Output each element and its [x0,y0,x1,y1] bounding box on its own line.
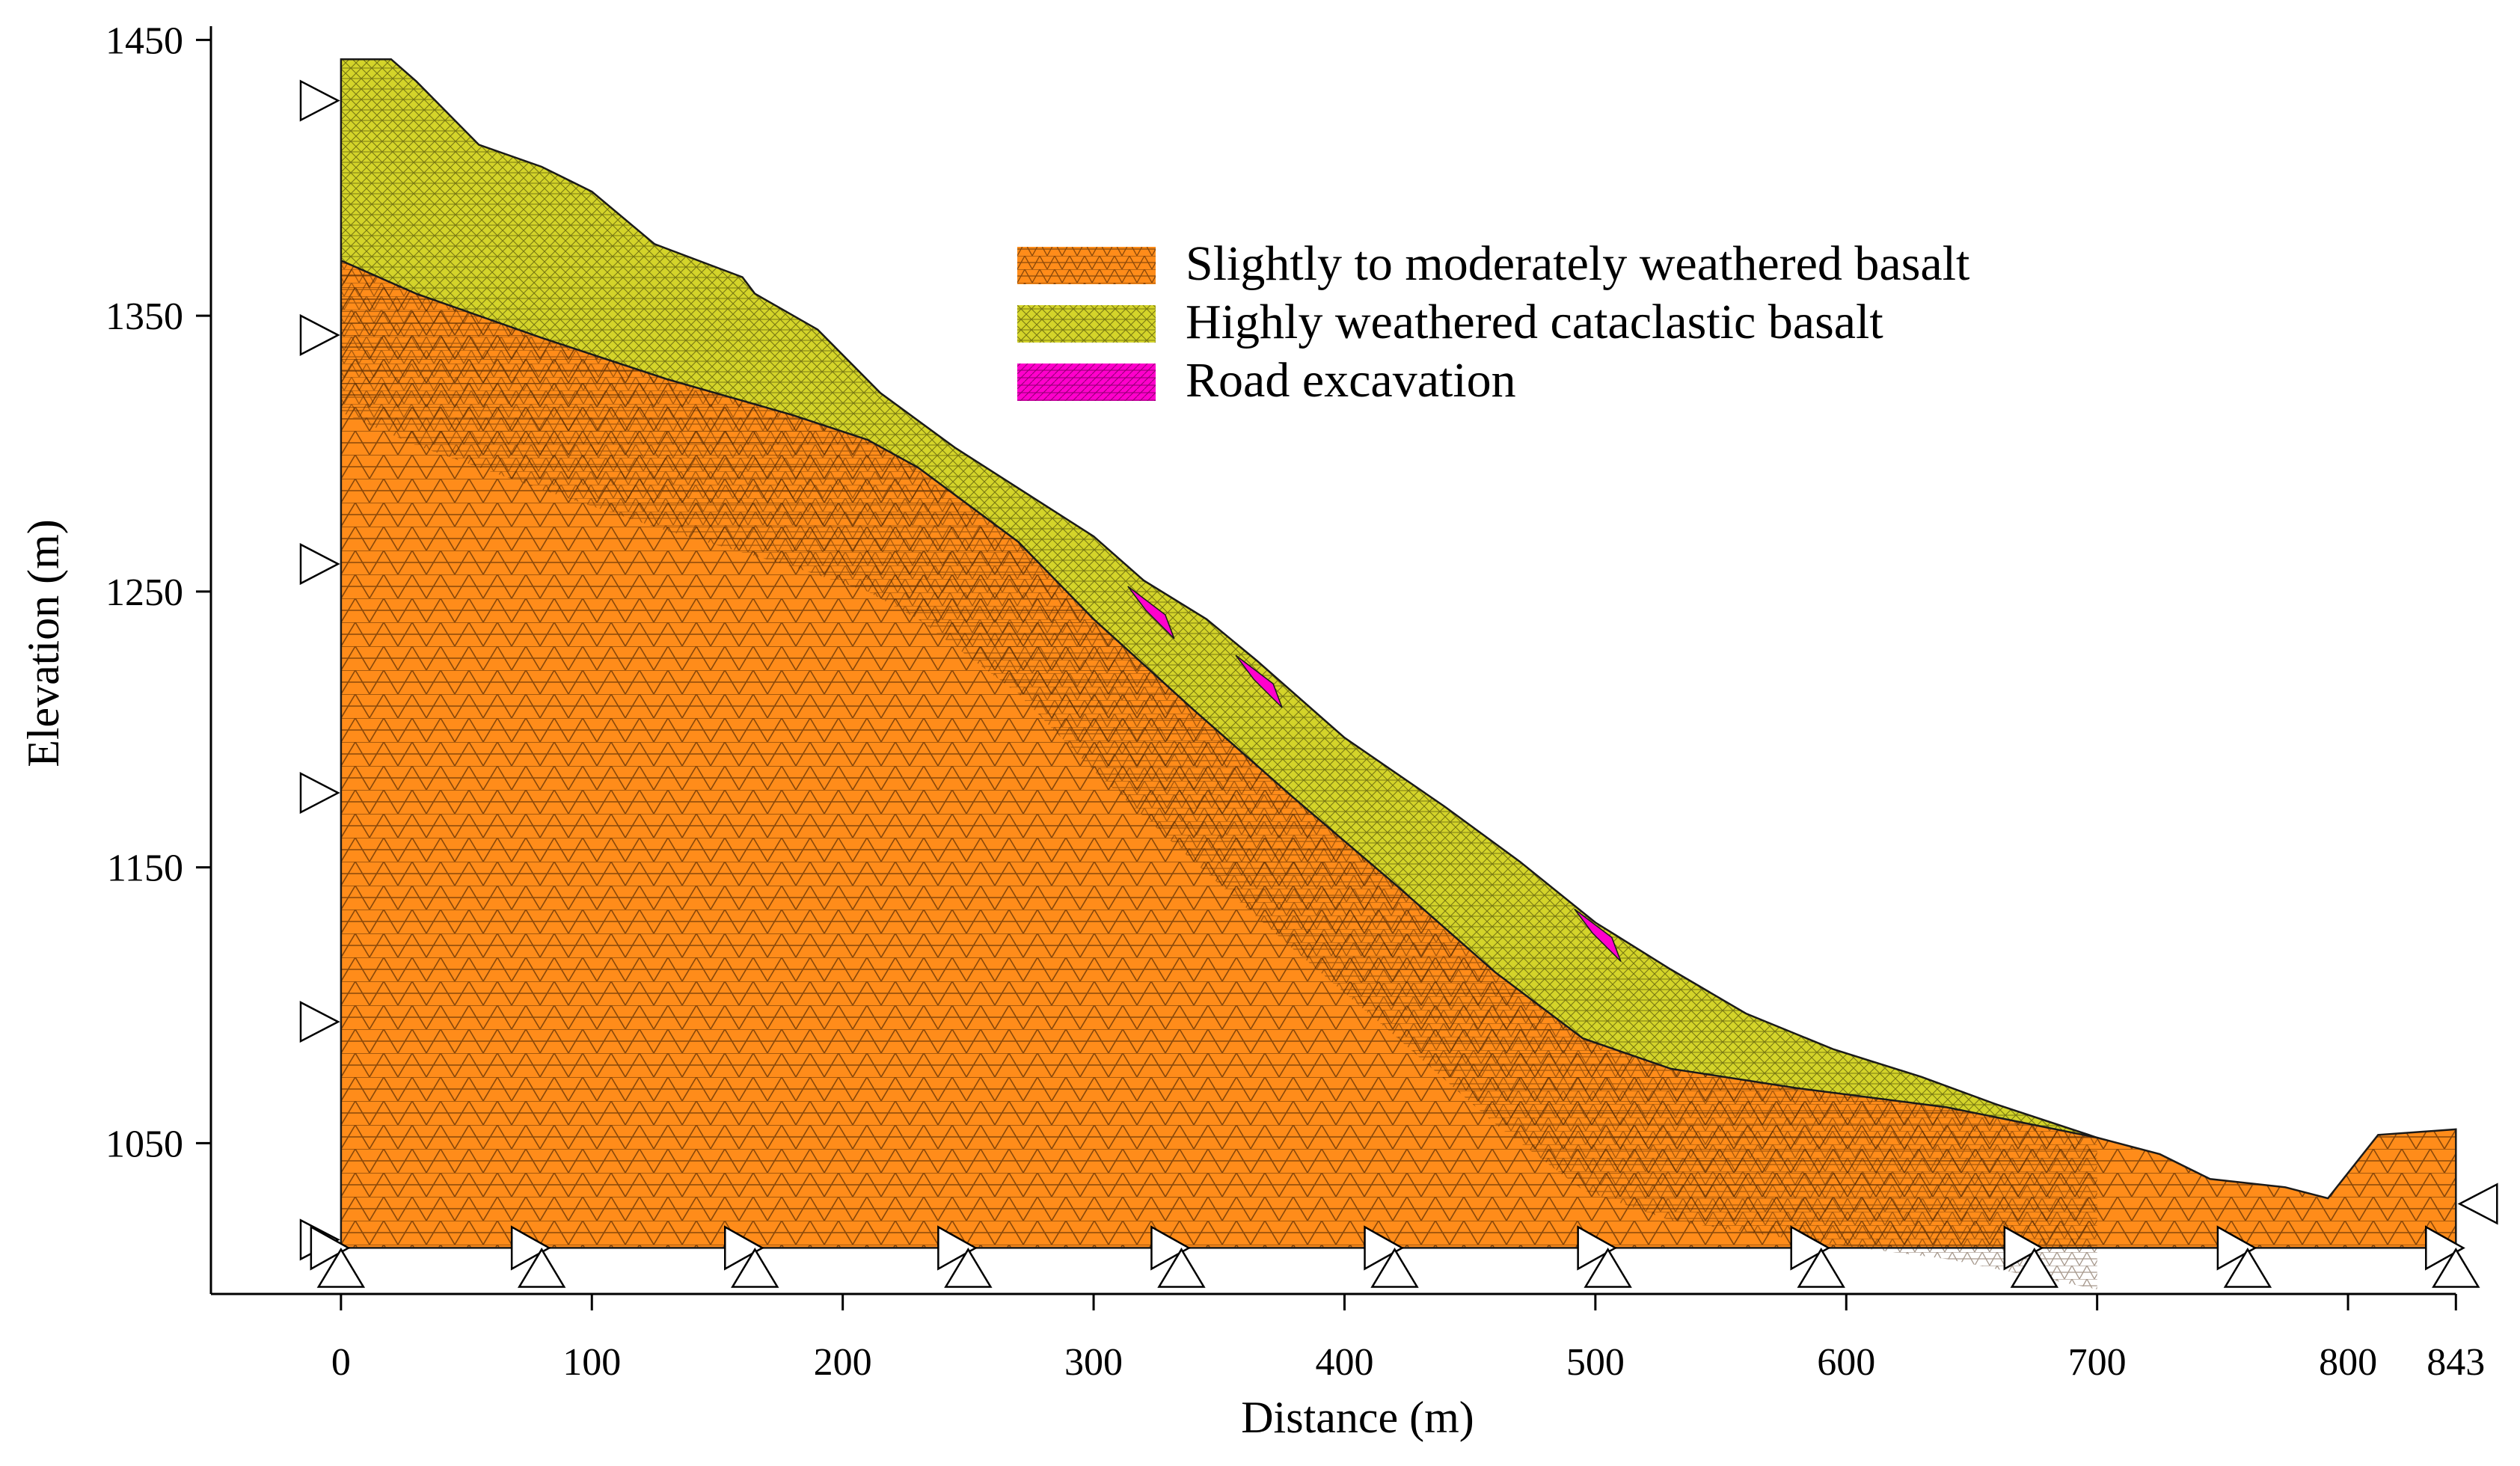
x-tick-label: 500 [1566,1341,1625,1384]
road-excavation-3 [1574,908,1622,962]
y-tick-label: 1450 [105,19,183,62]
road-excavation-2 [1235,654,1283,708]
legend-label: Road excavation [1186,353,1516,408]
orange-mesh-swatch-mesh [1017,247,1156,284]
bottom-support-roller-icon [310,1225,351,1271]
bottom-support-roller-icon [1364,1225,1405,1271]
bottom-support-pin-icon [2010,1248,2059,1288]
x-tick-label: 600 [1817,1341,1875,1384]
bottom-support-roller-icon [937,1225,978,1271]
bottom-support-pin-icon [1584,1248,1632,1288]
x-axis-title: Distance (m) [1241,1393,1474,1442]
bottom-support-pin-icon [1797,1248,1845,1288]
bottom-support-pin-icon [1157,1248,1206,1288]
y-tick-label: 1350 [105,295,183,338]
bottom-support-pin-icon [731,1248,779,1288]
y-tick-label: 1250 [105,571,183,614]
legend: Slightly to moderately weathered basaltH… [1017,236,1969,408]
bottom-support-pin-icon [316,1248,366,1288]
right-roller-support-icon [2457,1183,2498,1225]
x-tick-label: 400 [1315,1341,1373,1384]
x-tick-label: 100 [562,1341,621,1384]
x-tick-label: 800 [2319,1341,2377,1384]
plot-axes: 1050 1150 1250 1350 1450 0 100 200 300 400 500 600 7… [19,19,2485,1442]
x-tick-label: 300 [1064,1341,1123,1384]
x-tick-label: 843 [2427,1341,2485,1384]
basalt-interface-mesh [340,260,2097,1289]
x-tick-label: 200 [814,1341,872,1384]
yellow-mesh-swatch-mesh [1017,305,1156,343]
bottom-support-pin-icon [2223,1248,2272,1288]
slope-model [299,58,2498,1289]
model-boundary [340,58,2457,1249]
bottom-support-pin-icon [517,1248,566,1288]
y-tick-label: 1050 [105,1123,183,1165]
road-excavation-1 [1127,586,1175,640]
left-roller-support-icon [299,542,340,586]
bottom-support-roller-icon [510,1225,551,1271]
bottom-support-roller-icon [2003,1225,2044,1271]
left-roller-support-icon [299,313,340,357]
bottom-support-roller-icon [1150,1225,1192,1271]
left-roller-support-icon [299,1001,340,1043]
bottom-support-pin-icon [944,1248,993,1288]
x-tick-label: 0 [331,1341,351,1384]
layer-interface-line [340,260,2097,1139]
bottom-support-roller-icon [724,1225,764,1271]
bottom-support-roller-icon [1577,1225,1618,1271]
left-roller-support-icon [299,771,340,815]
y-tick-label: 1150 [107,847,183,890]
magenta-mesh-swatch-mesh [1017,364,1156,401]
bottom-support-roller-icon [2425,1225,2465,1271]
bottom-support-pin-icon [2432,1248,2480,1288]
left-roller-support-icon [299,79,340,122]
bottom-support-roller-icon [1790,1225,1831,1271]
x-tick-label: 700 [2068,1341,2127,1384]
bottom-support-pin-icon [1370,1248,1419,1288]
legend-label: Highly weathered cataclastic basalt [1186,295,1883,349]
legend-label: Slightly to moderately weathered basalt [1186,236,1969,291]
y-axis-title: Elevation (m) [19,519,68,767]
bottom-support-roller-icon [2216,1225,2257,1271]
